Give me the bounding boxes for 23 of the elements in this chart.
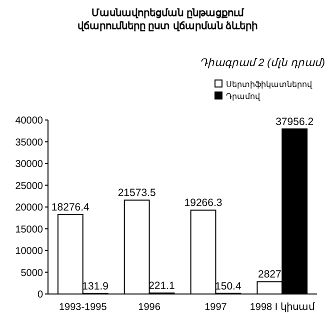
x-tick-label: 1993-1995 xyxy=(58,302,108,313)
y-tick-label: 40000 xyxy=(15,116,44,126)
chart-title: Մասնավորեցման ընթացքում վճարումները ըստ վճարման ձևերի xyxy=(77,8,258,32)
y-tick-label: 35000 xyxy=(15,137,44,148)
x-tick-label: 1997 xyxy=(204,302,228,313)
x-tick-label: 1998 I կիսամ xyxy=(250,302,316,313)
y-tick-label: 5000 xyxy=(20,268,44,279)
y-tick-label: 25000 xyxy=(15,180,44,192)
chart-subtitle: Դիագրամ 2 (մլն դրամ) xyxy=(199,57,325,69)
x-tick-label: 1996 xyxy=(138,302,161,313)
data-label: 21573.5 xyxy=(118,187,156,200)
data-label: 37956.2 xyxy=(276,116,314,128)
y-tick-label: 30000 xyxy=(15,159,44,170)
legend-label: Դրամով xyxy=(226,92,261,101)
y-tick-label: 15000 xyxy=(15,224,44,236)
data-label: 18276.4 xyxy=(51,202,90,214)
data-label: 150.4 xyxy=(215,280,242,292)
y-tick-label: 20000 xyxy=(15,202,44,214)
data-label: 2827 xyxy=(258,268,282,281)
data-label: 19266.3 xyxy=(184,197,222,210)
y-tick-label: 0 xyxy=(37,290,44,300)
y-tick-label: 10000 xyxy=(15,246,44,257)
legend-label: Սերտիֆիկատներով xyxy=(226,80,313,89)
